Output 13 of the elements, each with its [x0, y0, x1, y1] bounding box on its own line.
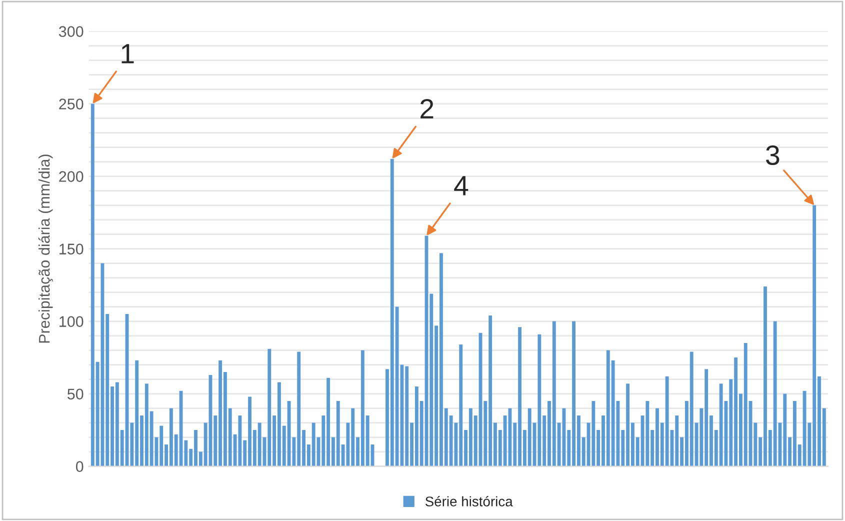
annotation: 3 [766, 145, 780, 166]
y-tick-label: 100 [60, 316, 84, 327]
y-tick-label: 200 [59, 171, 84, 182]
y-tick-label: 250 [59, 98, 84, 110]
y-tick-label: 300 [58, 26, 84, 37]
legend-label: Série histórica [425, 496, 513, 506]
y-tick-label: 0 [76, 461, 84, 472]
annotation: 2 [420, 98, 434, 118]
y-axis-title: Precipitação diária (mm/dia) [38, 154, 53, 343]
annotation: 4 [454, 176, 468, 196]
y-tick-label: 150 [60, 244, 84, 254]
annotation: 1 [122, 44, 134, 64]
y-tick-label: 50 [67, 388, 84, 400]
